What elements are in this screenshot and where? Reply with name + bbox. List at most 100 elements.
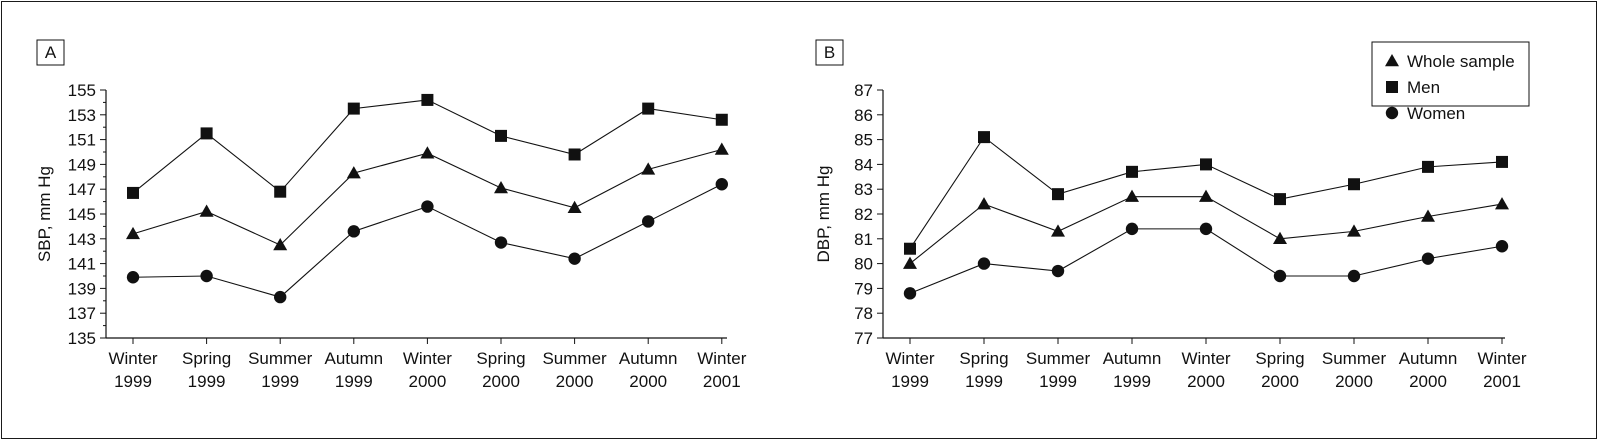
data-point-square — [1126, 165, 1138, 178]
data-point-triangle — [977, 197, 991, 210]
y-tick-label: 135 — [68, 329, 96, 348]
x-tick-label-year: 1999 — [188, 372, 226, 391]
data-point-triangle — [494, 180, 508, 194]
data-point-circle — [421, 200, 434, 213]
x-tick-label-season: Summer — [1026, 349, 1091, 368]
data-point-circle — [126, 271, 140, 284]
data-point-triangle — [1347, 224, 1361, 237]
x-tick-label-year: 1999 — [1113, 372, 1151, 391]
y-tick-label: 84 — [854, 155, 873, 174]
data-point-triangle — [641, 162, 656, 175]
data-point-square — [347, 102, 360, 115]
series-women — [903, 222, 1509, 300]
panel-label-box — [36, 39, 65, 66]
y-tick-label: 83 — [854, 180, 873, 199]
data-point-triangle — [346, 166, 361, 179]
data-point-square — [274, 185, 287, 198]
data-point-square — [1422, 160, 1434, 173]
legend-label: Women — [1407, 104, 1465, 123]
x-tick-label-year: 1999 — [891, 372, 929, 391]
data-point-square — [421, 93, 434, 106]
x-tick-label-year: 2000 — [1409, 372, 1447, 391]
panel-b: B 77 78 79 80 81 82 83 84 85 86 87 DBP, mm Hg Winter 1… — [814, 39, 1530, 391]
x-tick-label-year: 2000 — [408, 372, 446, 391]
x-tick-label-season: Winter — [1181, 349, 1230, 368]
data-point-circle — [903, 287, 917, 300]
x-tick-label-season: Winter — [697, 349, 746, 368]
data-point-circle — [1199, 222, 1213, 236]
data-point-triangle — [1495, 197, 1509, 210]
data-point-circle — [1125, 222, 1139, 236]
y-tick-label: 86 — [854, 106, 873, 125]
series-men — [127, 93, 728, 199]
legend-marker-square — [1386, 81, 1398, 93]
x-tick-label-season: Spring — [959, 349, 1008, 368]
y-tick-label: 87 — [854, 81, 873, 100]
data-point-square — [978, 131, 990, 144]
series-men — [904, 131, 1508, 255]
y-tick-label: 80 — [854, 255, 873, 274]
x-tick-label-season: Spring — [182, 349, 231, 368]
y-axis-label: DBP, mm Hg — [814, 166, 833, 263]
y-tick-label: 141 — [68, 255, 96, 274]
series-line — [132, 148, 722, 246]
x-tick-label-year: 1999 — [1039, 372, 1077, 391]
data-point-triangle — [1125, 189, 1139, 202]
series-whole-sample — [903, 189, 1509, 269]
x-tick-label-season: Summer — [1322, 349, 1387, 368]
x-tick-label-year: 2000 — [629, 372, 667, 391]
data-point-circle — [274, 290, 287, 304]
y-tick-label: 143 — [68, 230, 96, 249]
y-tick-label: 145 — [68, 205, 96, 224]
x-tick-label-year: 1999 — [965, 372, 1003, 391]
y-tick-label: 81 — [854, 230, 873, 249]
data-point-square — [200, 127, 213, 140]
data-point-triangle — [903, 256, 917, 269]
y-tick-label: 153 — [68, 106, 96, 125]
data-point-triangle — [126, 226, 140, 240]
y-axis-label: SBP, mm Hg — [35, 166, 54, 262]
data-point-circle — [200, 269, 213, 283]
x-tick-label-year: 2000 — [1187, 372, 1225, 391]
x-tick-label-season: Spring — [1255, 349, 1304, 368]
x-tick-label-season: Autumn — [325, 349, 384, 368]
y-tick-label: 137 — [68, 304, 96, 323]
x-tick-label-year: 2001 — [703, 372, 741, 391]
data-point-square — [1274, 193, 1286, 206]
data-point-circle — [568, 252, 581, 265]
x-tick-label-year: 2000 — [1261, 372, 1299, 391]
y-tick-label: 147 — [68, 180, 96, 199]
y-tick-label: 139 — [68, 279, 96, 298]
y-tick-label: 77 — [854, 329, 873, 348]
data-point-triangle — [1199, 189, 1213, 202]
panel-a: A 135 137 139 141 143 145 147 149 151 153 155 SBP, m… — [35, 39, 747, 391]
legend-label: Men — [1407, 78, 1440, 97]
x-tick-label-season: Winter — [1477, 349, 1526, 368]
data-point-circle — [1495, 240, 1509, 253]
data-point-square — [715, 113, 728, 126]
x-tick-label-season: Winter — [885, 349, 934, 368]
panel-label-box — [815, 39, 844, 66]
panel-label: A — [45, 43, 57, 62]
data-point-triangle — [1273, 231, 1287, 245]
x-tick-label-season: Spring — [476, 349, 525, 368]
y-tick-label: 85 — [854, 131, 873, 150]
x-tick-label-season: Autumn — [1103, 349, 1162, 368]
x-tick-label-year: 1999 — [335, 372, 373, 391]
x-tick-label-season: Winter — [403, 349, 452, 368]
data-point-triangle — [714, 142, 729, 155]
x-tick-label-year: 1999 — [261, 372, 299, 391]
data-point-square — [1348, 178, 1360, 191]
x-tick-label-year: 2000 — [556, 372, 594, 391]
data-point-triangle — [199, 204, 214, 217]
data-point-triangle — [1421, 209, 1435, 222]
y-tick-label: 149 — [68, 155, 96, 174]
y-tick-label: 155 — [68, 81, 96, 100]
data-point-circle — [1273, 269, 1287, 283]
data-point-circle — [642, 215, 655, 228]
data-point-square — [127, 186, 139, 199]
data-point-square — [1496, 155, 1508, 168]
data-point-triangle — [1051, 224, 1065, 237]
data-point-square — [568, 148, 581, 161]
